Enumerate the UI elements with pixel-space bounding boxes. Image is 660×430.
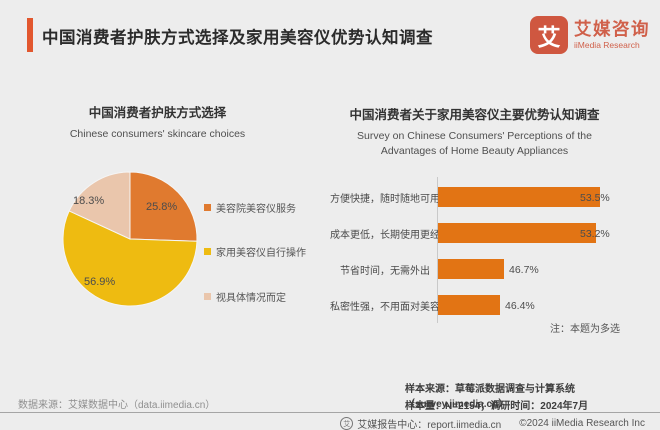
bar-category-label: 节省时间，无需外出 [340,265,430,277]
legend-item: 家用美容仪自行操作 [204,244,306,259]
bar-category-label: 方便快捷，随时随地可用 [330,193,440,205]
bar-chart-title: 中国消费者关于家用美容仪主要优势认知调查 [349,108,600,122]
data-source-text: 数据来源：艾媒数据中心（data.iimedia.cn） [18,400,216,411]
pie-chart-title: 中国消费者护肤方式选择 [88,106,227,120]
bar-category-label: 私密性强，不用面对美容师等 [330,301,460,313]
legend-item: 视具体情况而定 [204,289,286,304]
bar-fill [438,295,500,315]
legend-swatch [204,248,211,255]
legend-swatch [204,293,211,300]
legend-label: 家用美容仪自行操作 [216,248,306,259]
pie-chart-subtitle: Chinese consumers' skincare choices [69,128,246,140]
pie-chart: 25.8% 56.9% 18.3% [60,169,200,309]
bar-row: 方便快捷，随时随地可用 53.5% [330,187,660,207]
pie-chart-header: 中国消费者护肤方式选择 Chinese consumers' skincare … [20,102,295,142]
bar-category-label: 成本更低，长期使用更经济 [330,229,450,241]
multi-select-note: 注：本题为多选 [550,324,620,335]
footer-divider [0,412,660,413]
bar-row: 成本更低，长期使用更经济 53.2% [330,223,660,243]
bar-chart-subtitle: Survey on Chinese Consumers' Perceptions… [357,130,592,157]
iimedia-logo: 艾 艾媒咨询 iiMedia Research [530,16,650,54]
legend-label: 视具体情况而定 [216,293,286,304]
bar-track: 46.4% [438,295,660,315]
bar-row: 节省时间，无需外出 46.7% [330,259,660,279]
footer-bottom-row: 艾 艾媒报告中心：report.iimedia.cn ©2024 iiMedia… [340,416,645,430]
legend-item: 美容院美容仪服务 [204,200,296,215]
bar-fill [438,187,600,207]
legend-label: 美容院美容仪服务 [216,204,296,215]
sample-info-text: 样本量：N=2154；调研时间：2024年7月 [405,401,589,412]
bar-chart: 方便快捷，随时随地可用 53.5% 成本更低，长期使用更经济 53.2% 节省时… [330,177,660,326]
logo-name-en: iiMedia Research [574,40,640,50]
bar-track: 53.2% [438,223,660,243]
bar-chart-axis [437,177,438,323]
bar-row: 私密性强，不用面对美容师等 46.4% [330,295,660,315]
title-accent-bar [27,18,33,52]
iimedia-logo-icon: 艾 [530,16,568,54]
bar-value-label: 46.4% [505,300,535,312]
page-title: 中国消费者护肤方式选择及家用美容仪优势认知调查 [42,29,433,47]
bar-track: 46.7% [438,259,660,279]
report-center-text: 艾媒报告中心：report.iimedia.cn [357,420,502,430]
bar-value-label: 53.2% [580,228,610,240]
iimedia-logo-text: 艾媒咨询 iiMedia Research [574,18,650,50]
bar-value-label: 46.7% [509,264,539,276]
sample-source-text: 样本来源：草莓派数据调查与计算系统（survey.iimedia.cn） [405,384,575,410]
bar-track: 53.5% [438,187,660,207]
copyright-text: ©2024 iiMedia Research Inc [519,418,645,429]
pie-value-label: 56.9% [84,276,116,288]
legend-swatch [204,204,211,211]
pie-value-label: 25.8% [146,201,178,213]
logo-name-cn: 艾媒咨询 [574,18,650,39]
pie-value-label: 18.3% [73,195,105,207]
bar-value-label: 53.5% [580,192,610,204]
bar-fill [438,259,504,279]
iimedia-globe-icon: 艾 [340,417,354,430]
bar-fill [438,223,596,243]
bar-chart-header: 中国消费者关于家用美容仪主要优势认知调查 Survey on Chinese C… [332,104,617,159]
pie-svg [62,171,198,307]
